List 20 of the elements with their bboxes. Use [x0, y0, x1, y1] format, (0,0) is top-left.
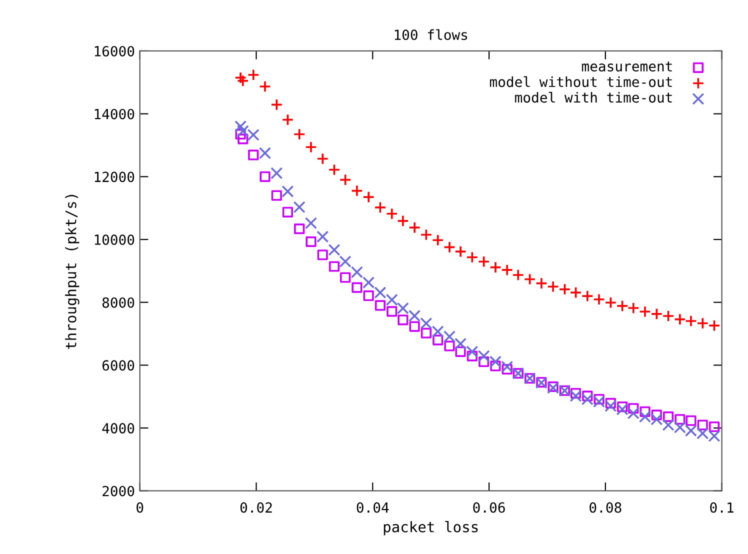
y-tick-label: 12000 [94, 172, 134, 182]
y-tick-label: 8000 [102, 297, 134, 308]
y-tick-label: 10000 [94, 234, 134, 245]
x-tick-label: 0.08 [590, 502, 622, 513]
x-tick-label: 0.04 [356, 502, 389, 513]
legend-label: model with time-out [515, 92, 672, 103]
x-axis-title: packet loss [384, 521, 478, 536]
y-tick-label: 2000 [102, 486, 134, 496]
y-tick-label: 4000 [102, 423, 134, 434]
x-tick-label: 0 [136, 502, 144, 513]
legend-label: measurement [582, 62, 672, 72]
y-axis-title: throughput (pkt/s) [65, 194, 80, 349]
x-tick-label: 0.06 [473, 502, 505, 513]
legend-label: model without time-out [490, 76, 672, 88]
chart-title: 100 flows [394, 29, 468, 40]
y-tick-label: 6000 [102, 360, 134, 371]
x-tick-label: 0.02 [240, 502, 272, 513]
x-tick-label: 0.1 [710, 502, 734, 513]
y-tick-label: 14000 [94, 108, 134, 120]
y-tick-label: 16000 [94, 46, 134, 56]
